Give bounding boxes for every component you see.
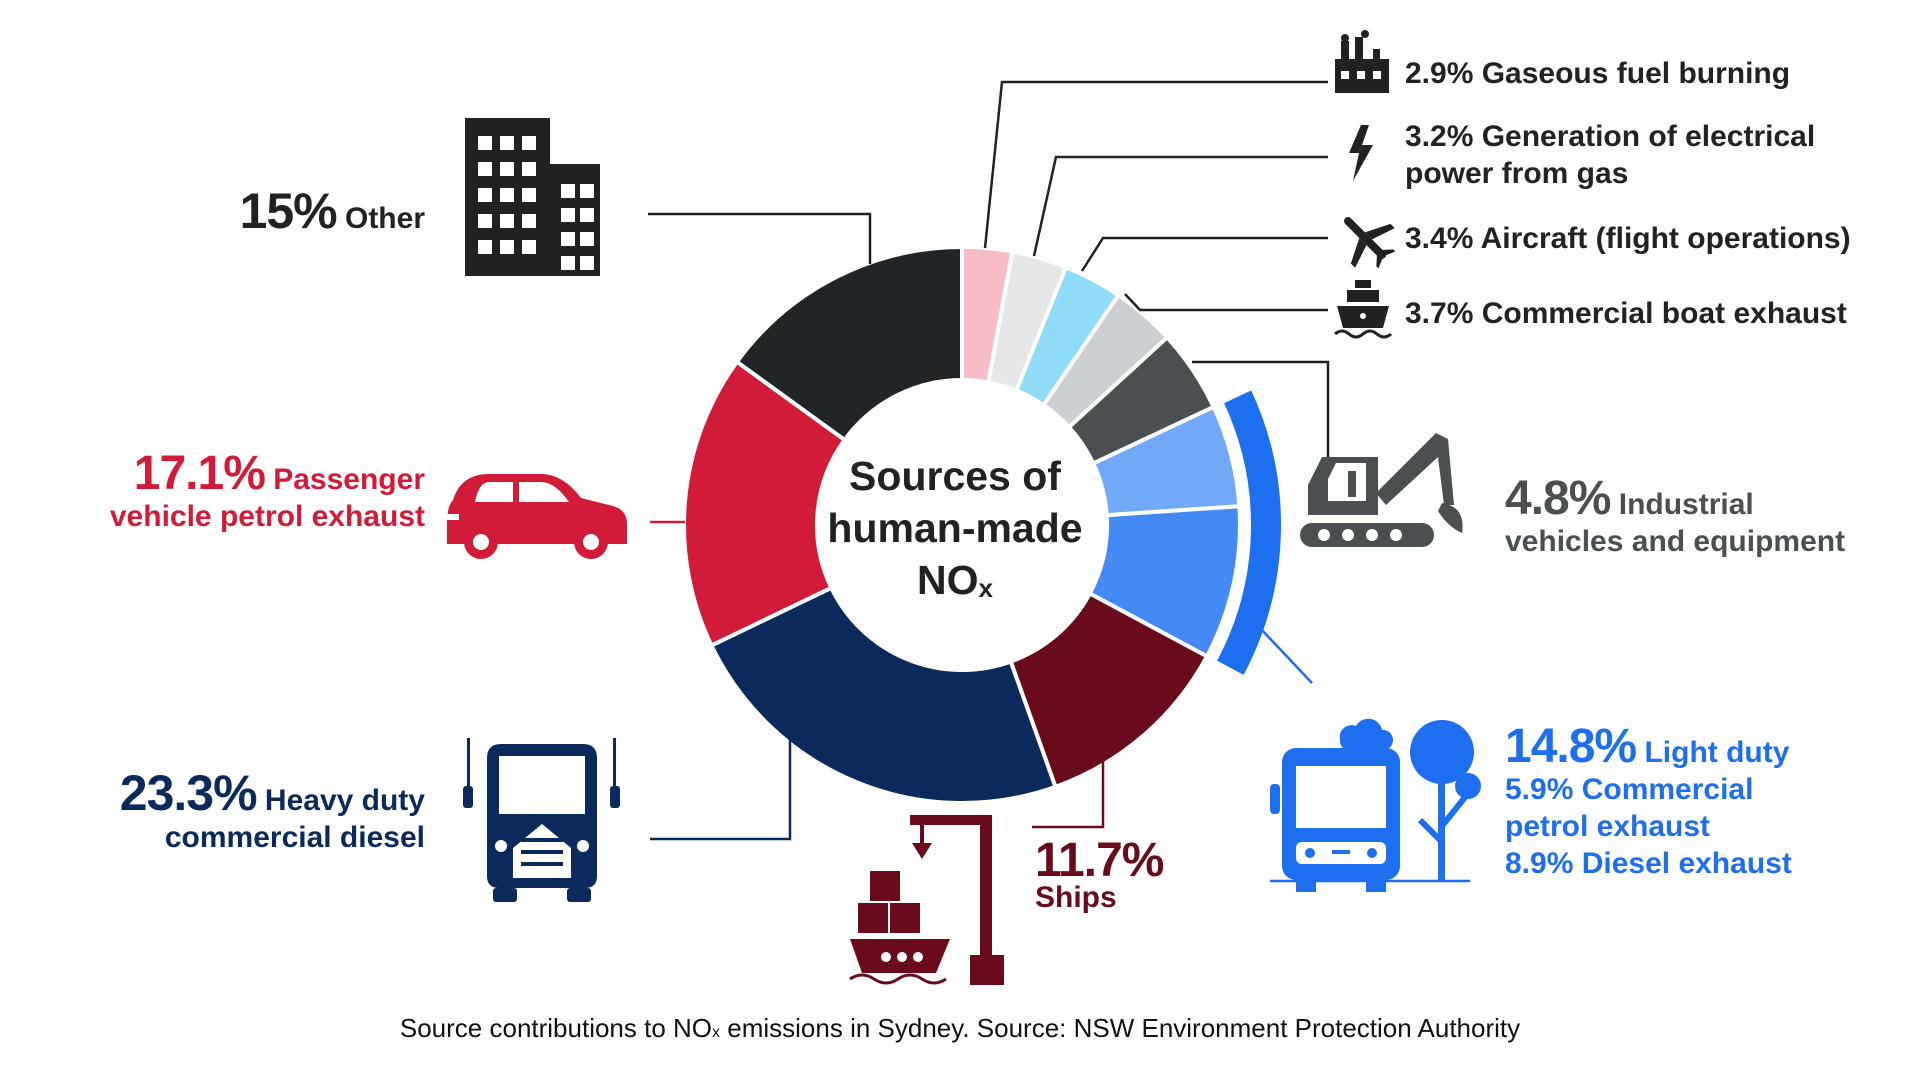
label-power-line2: power from gas — [1405, 157, 1629, 190]
leader-boat — [1124, 293, 1328, 312]
caption-after: emissions in Sydney. Source: NSW Environ… — [720, 1013, 1521, 1043]
building-window — [478, 240, 492, 254]
label-light-name: Light duty — [1644, 736, 1790, 769]
excavator-icon — [1300, 433, 1463, 547]
label-passenger-name: Passenger — [273, 463, 425, 496]
crane-ship-icon — [849, 815, 1004, 985]
building-window — [561, 208, 575, 222]
caption-before: Source contributions to NO — [399, 1013, 713, 1043]
building-window — [580, 208, 594, 222]
building-windows — [478, 136, 594, 270]
leader-aircraft — [1080, 236, 1328, 272]
building-window — [478, 136, 492, 150]
car-icon — [445, 474, 627, 559]
ship-icon — [1334, 280, 1392, 339]
building-window — [522, 162, 536, 176]
building-window — [580, 256, 594, 270]
leader-industrial — [1192, 360, 1330, 478]
building-window — [522, 188, 536, 202]
leader-other — [648, 212, 872, 264]
building-window — [561, 184, 575, 198]
truck-icon — [463, 738, 620, 902]
label-boat: 3.7% Commercial boat exhaust — [1405, 297, 1847, 330]
label-heavy-line2: commercial diesel — [164, 821, 425, 854]
donut-slice-heavy-duty-commercial-diesel — [708, 585, 1058, 806]
label-other-pct: 15% — [239, 183, 338, 239]
building-window — [522, 136, 536, 150]
building-window — [500, 162, 514, 176]
donut-slice-other — [734, 244, 964, 443]
donut-slices — [682, 244, 1283, 806]
label-industrial-line2: vehicles and equipment — [1505, 525, 1846, 558]
label-ships-pct: 11.7% — [1035, 834, 1164, 887]
label-light-duty: 14.8% Light duty 5.9% Commercial petrol … — [1505, 723, 1792, 882]
building-window — [500, 214, 514, 228]
leader-light — [1259, 627, 1313, 684]
lightning-icon — [1349, 125, 1373, 181]
label-industrial-line1: Industrial — [1618, 488, 1754, 521]
label-passenger-line2: vehicle petrol exhaust — [109, 500, 425, 533]
building-window — [580, 232, 594, 246]
chart-title: Sources of human-made NOx — [805, 450, 1105, 611]
label-other: 15% Other — [120, 186, 425, 237]
building-window — [561, 256, 575, 270]
chart-title-text: Sources of human-made NO — [827, 453, 1083, 603]
label-light-sub1: 5.9% Commercial — [1505, 773, 1754, 806]
building-window — [561, 232, 575, 246]
label-heavy-name: Heavy duty — [264, 784, 425, 817]
building-window — [580, 184, 594, 198]
label-passenger: 17.1% Passenger vehicle petrol exhaust — [40, 450, 425, 535]
donut-group-arc-light-duty — [1214, 387, 1283, 678]
label-light-sub3: 8.9% Diesel exhaust — [1505, 847, 1792, 880]
factory-icon — [1335, 30, 1389, 93]
building-window — [478, 214, 492, 228]
label-light-pct: 14.8% — [1505, 720, 1637, 773]
caption: Source contributions to NOx emissions in… — [0, 1013, 1920, 1044]
label-ships-name: Ships — [1035, 881, 1117, 914]
donut-slice-passenger-vehicle-petrol-exhaust — [682, 359, 848, 649]
airplane-icon — [1344, 217, 1396, 269]
leader-ships — [1032, 760, 1105, 829]
label-heavy-duty: 23.3% Heavy duty commercial diesel — [40, 768, 425, 856]
chart-title-subscript: x — [978, 573, 993, 603]
leader-gaseous — [983, 80, 1328, 249]
building-window — [522, 214, 536, 228]
label-power-line1: 3.2% Generation of electrical — [1405, 120, 1816, 153]
label-other-name: Other — [344, 202, 425, 235]
bus-tree-icon — [1270, 718, 1481, 892]
label-heavy-pct: 23.3% — [119, 765, 258, 821]
label-industrial-pct: 4.8% — [1505, 472, 1611, 525]
building-window — [478, 162, 492, 176]
label-passenger-pct: 17.1% — [133, 447, 266, 500]
building-window — [478, 188, 492, 202]
building-window — [522, 240, 536, 254]
leader-power — [1032, 155, 1328, 257]
building-window — [500, 136, 514, 150]
building-window — [500, 188, 514, 202]
label-gaseous: 2.9% Gaseous fuel burning — [1405, 57, 1791, 90]
label-light-sub2: petrol exhaust — [1505, 810, 1711, 843]
caption-sub: x — [712, 1024, 721, 1041]
label-power: 3.2% Generation of electrical power from… — [1405, 118, 1815, 192]
label-aircraft: 3.4% Aircraft (flight operations) — [1405, 222, 1851, 255]
label-industrial: 4.8% Industrial vehicles and equipment — [1505, 475, 1846, 560]
building-window — [500, 240, 514, 254]
leader-heavy — [650, 725, 792, 841]
label-ships: 11.7% Ships — [1035, 834, 1164, 916]
